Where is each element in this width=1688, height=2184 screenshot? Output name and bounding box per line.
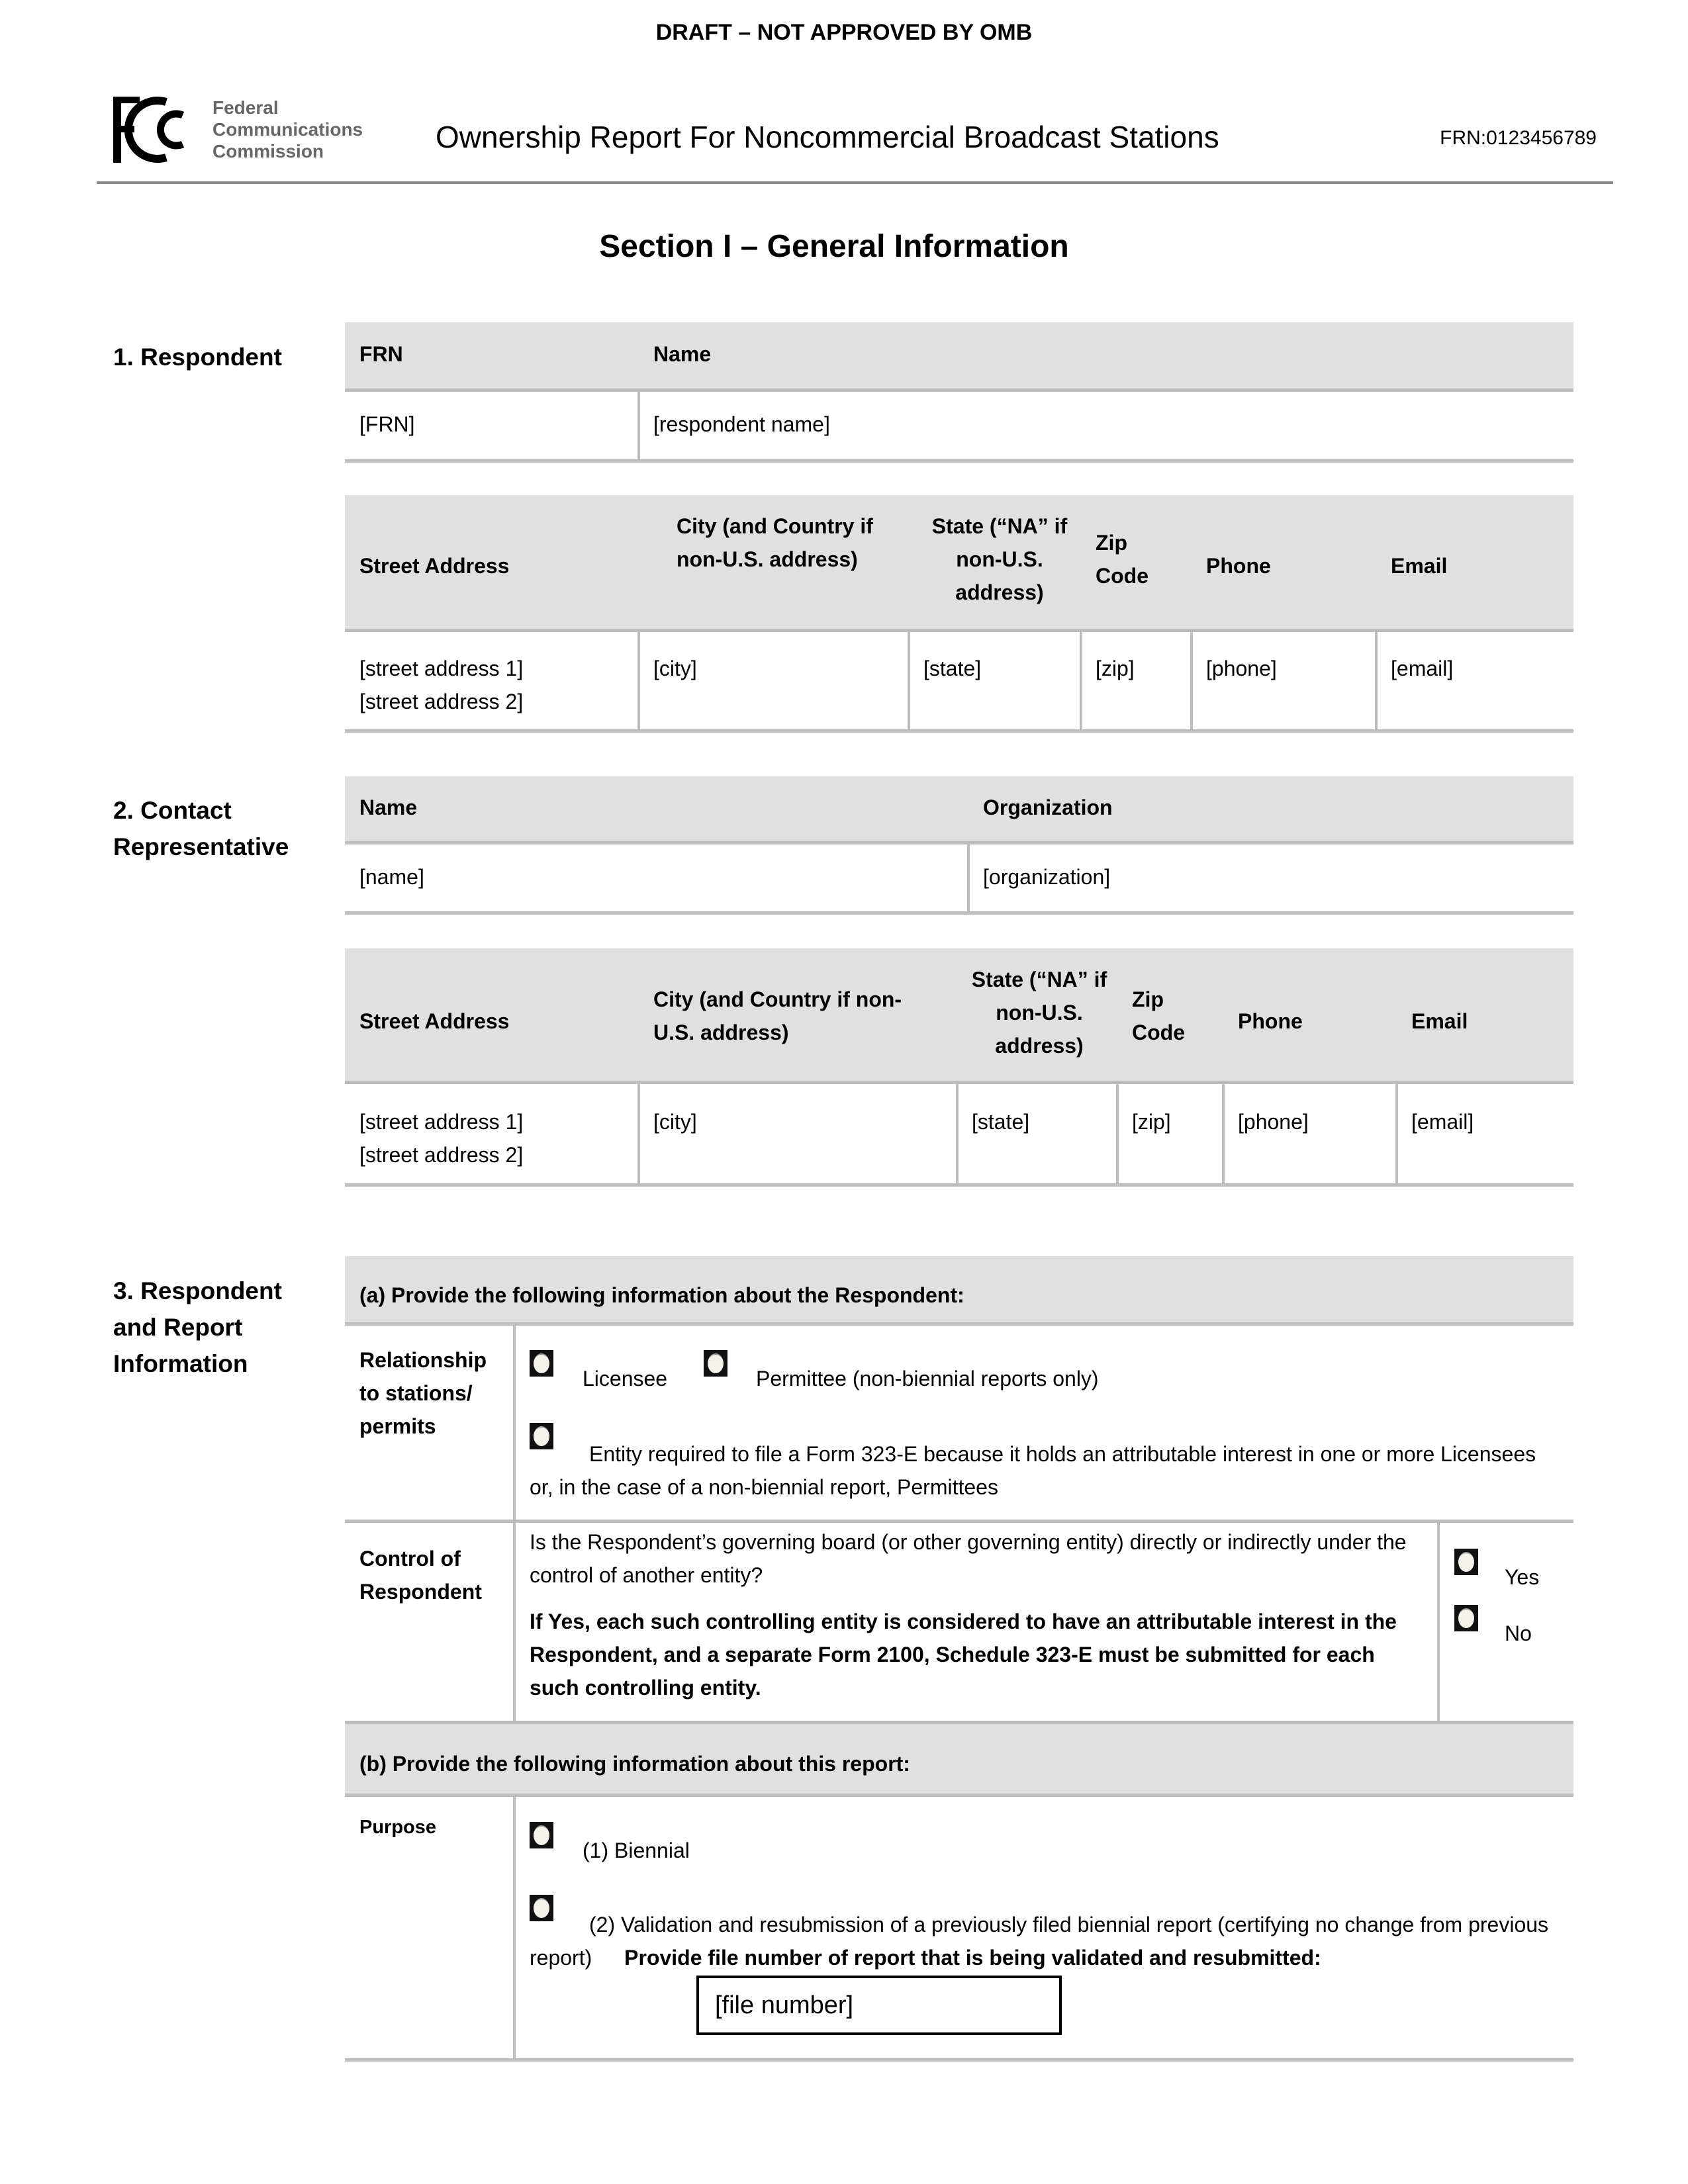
logo-text-line: Communications xyxy=(212,119,363,140)
permittee-label: Permittee (non-biennial reports only) xyxy=(756,1367,1099,1390)
phone-value[interactable]: [phone] xyxy=(1206,657,1277,680)
street-address-value[interactable]: [street address 1] [street address 2] xyxy=(359,657,524,713)
email-value[interactable]: [email] xyxy=(1391,657,1454,680)
part-a-header-row xyxy=(345,1256,1573,1324)
email-value[interactable]: [email] xyxy=(1411,1110,1474,1134)
city-value[interactable]: [city] xyxy=(653,1110,697,1134)
zip-value[interactable]: [zip] xyxy=(1096,657,1135,680)
phone-header: Phone xyxy=(1206,554,1271,578)
zip-header: Zip Code xyxy=(1096,531,1149,588)
state-header: State (“NA” if non-U.S. address) xyxy=(931,514,1068,604)
frn-header: FRN:0123456789 xyxy=(1440,127,1597,149)
relationship-label: Relationship to stations/ permits xyxy=(359,1348,487,1438)
frn-column-header: FRN xyxy=(359,342,403,366)
respondent-name-value[interactable]: [respondent name] xyxy=(653,412,830,436)
state-value[interactable]: [state] xyxy=(923,657,982,680)
contact-address-header-row xyxy=(345,948,1573,1082)
contact-name-header: Name xyxy=(359,796,418,819)
part-b-header-row xyxy=(345,1722,1573,1795)
street-address-value[interactable]: [street address 1] [street address 2] xyxy=(359,1110,524,1167)
contact-label: 2. Contact Representative xyxy=(113,797,289,860)
contact-name-value[interactable]: [name] xyxy=(359,865,424,889)
control-no-radio[interactable] xyxy=(1454,1605,1478,1631)
control-no-label: No xyxy=(1505,1621,1532,1645)
organization-header: Organization xyxy=(983,796,1113,819)
report-info-label: 3. Respondent and Report Information xyxy=(113,1277,282,1377)
validation-label: (2) Validation and resubmission of a pre… xyxy=(530,1913,1549,1970)
control-yes-label: Yes xyxy=(1505,1565,1540,1589)
respondent-header-row xyxy=(345,322,1573,390)
zip-header: Zip Code xyxy=(1132,987,1185,1044)
frn-value[interactable]: [FRN] xyxy=(359,412,415,436)
control-note: If Yes, each such controlling entity is … xyxy=(530,1610,1397,1700)
phone-header: Phone xyxy=(1238,1009,1303,1033)
entity-label: Entity required to file a Form 323-E bec… xyxy=(530,1442,1536,1499)
file-number-prompt: Provide file number of report that is be… xyxy=(624,1946,1321,1970)
biennial-label: (1) Biennial xyxy=(583,1839,690,1862)
fcc-logo-mark-icon xyxy=(113,97,185,163)
permittee-radio[interactable] xyxy=(704,1350,727,1377)
contact-header-row xyxy=(345,776,1573,842)
respondent-label: 1. Respondent xyxy=(113,343,282,371)
purpose-label: Purpose xyxy=(359,1817,437,1838)
report-title: Ownership Report For Noncommercial Broad… xyxy=(436,120,1219,154)
control-question: Is the Respondent’s governing board (or … xyxy=(530,1530,1407,1587)
part-a-header: (a) Provide the following information ab… xyxy=(359,1283,964,1307)
validation-radio[interactable] xyxy=(530,1895,553,1921)
licensee-label: Licensee xyxy=(583,1367,668,1390)
city-value[interactable]: [city] xyxy=(653,657,697,680)
section-title: Section I – General Information xyxy=(599,229,1069,264)
zip-value[interactable]: [zip] xyxy=(1132,1110,1171,1134)
respondent-address-header-row xyxy=(345,495,1573,630)
name-column-header: Name xyxy=(653,342,712,366)
biennial-radio[interactable] xyxy=(530,1822,553,1848)
state-value[interactable]: [state] xyxy=(972,1110,1030,1134)
email-header: Email xyxy=(1411,1009,1468,1033)
draft-banner: DRAFT – NOT APPROVED BY OMB xyxy=(655,20,1033,45)
logo-text-line: Commission xyxy=(212,141,324,161)
street-address-header: Street Address xyxy=(359,1009,510,1033)
file-number-input[interactable]: [file number] xyxy=(696,1976,1062,2035)
state-header: State (“NA” if non-U.S. address) xyxy=(971,968,1107,1058)
licensee-radio[interactable] xyxy=(530,1350,553,1377)
header-rule xyxy=(97,181,1613,184)
control-yes-radio[interactable] xyxy=(1454,1549,1478,1575)
street-address-header: Street Address xyxy=(359,554,510,578)
entity-radio[interactable] xyxy=(530,1423,553,1449)
logo-text-line: Federal xyxy=(212,97,279,118)
fcc-logo: Federal Communications Commission xyxy=(113,97,404,163)
city-header: City (and Country if non-U.S. address) xyxy=(677,514,873,571)
validation-text: (2) Validation and resubmission of a pre… xyxy=(530,1908,1562,1974)
control-label: Control of Respondent xyxy=(359,1547,482,1604)
part-b-header: (b) Provide the following information ab… xyxy=(359,1752,910,1776)
email-header: Email xyxy=(1391,554,1448,578)
phone-value[interactable]: [phone] xyxy=(1238,1110,1309,1134)
organization-value[interactable]: [organization] xyxy=(983,865,1111,889)
city-header: City (and Country if non-U.S. address) xyxy=(653,987,902,1044)
